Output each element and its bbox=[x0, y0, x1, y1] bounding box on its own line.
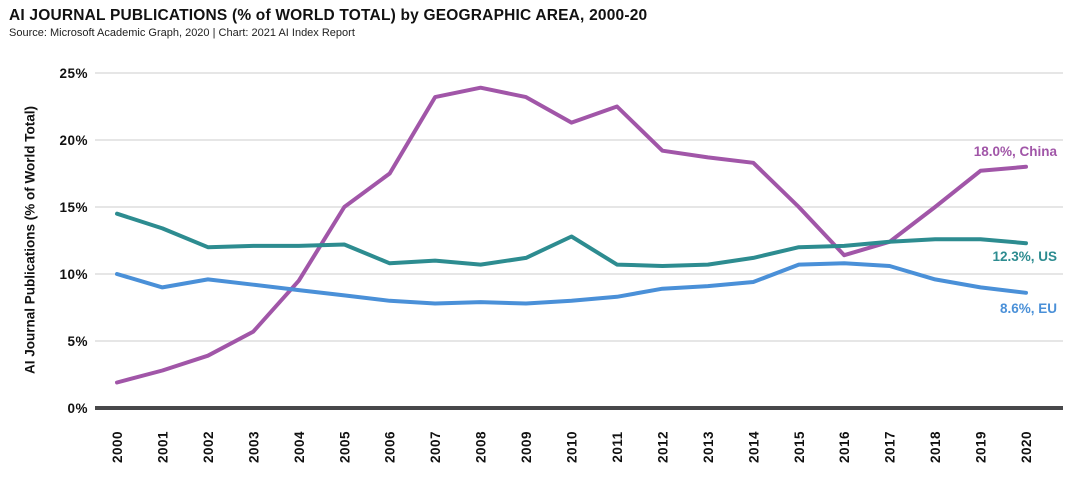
x-tick-label-2019: 2019 bbox=[974, 431, 989, 463]
x-tick-label-2001: 2001 bbox=[155, 431, 170, 463]
x-tick-label-2003: 2003 bbox=[246, 431, 261, 463]
x-tick-label-2018: 2018 bbox=[928, 431, 943, 463]
x-tick-label-2014: 2014 bbox=[746, 431, 761, 463]
x-tick-label-2012: 2012 bbox=[655, 431, 670, 463]
x-tick-label-2004: 2004 bbox=[292, 431, 307, 463]
y-axis-label: AI Journal Publications (% of World Tota… bbox=[22, 105, 38, 375]
line-china bbox=[115, 85, 1028, 385]
line-eu bbox=[115, 261, 1028, 306]
x-tick-label-2002: 2002 bbox=[201, 431, 216, 463]
y-tick-label-5: 5% bbox=[67, 334, 88, 349]
x-tick-label-2015: 2015 bbox=[792, 431, 807, 463]
series-end-label-us: 12.3%, US bbox=[992, 249, 1057, 264]
x-tick-label-2013: 2013 bbox=[701, 431, 716, 463]
x-tick-label-2017: 2017 bbox=[883, 431, 898, 463]
x-tick-label-2011: 2011 bbox=[610, 431, 625, 462]
x-tick-label-2009: 2009 bbox=[519, 431, 534, 463]
x-tick-label-2020: 2020 bbox=[1019, 431, 1034, 463]
x-tick-label-2010: 2010 bbox=[565, 431, 580, 463]
x-tick-label-2007: 2007 bbox=[428, 431, 443, 463]
y-tick-label-0: 0% bbox=[67, 401, 88, 416]
y-tick-label-25: 25% bbox=[59, 66, 88, 81]
x-tick-label-2008: 2008 bbox=[474, 431, 489, 463]
y-tick-label-15: 15% bbox=[59, 200, 88, 215]
series-end-label-eu: 8.6%, EU bbox=[999, 301, 1057, 316]
source-line: Source: Microsoft Academic Graph, 2020 |… bbox=[9, 27, 355, 39]
page-title: AI JOURNAL PUBLICATIONS (% of WORLD TOTA… bbox=[9, 7, 648, 24]
line-us bbox=[115, 211, 1028, 268]
series-end-label-china: 18.0%, China bbox=[973, 144, 1057, 159]
y-tick-label-10: 10% bbox=[59, 267, 88, 282]
x-tick-label-2000: 2000 bbox=[110, 431, 125, 463]
x-tick-label-2016: 2016 bbox=[837, 431, 852, 463]
y-tick-label-20: 20% bbox=[59, 133, 88, 148]
x-tick-label-2005: 2005 bbox=[337, 431, 352, 463]
x-tick-label-2006: 2006 bbox=[383, 431, 398, 463]
